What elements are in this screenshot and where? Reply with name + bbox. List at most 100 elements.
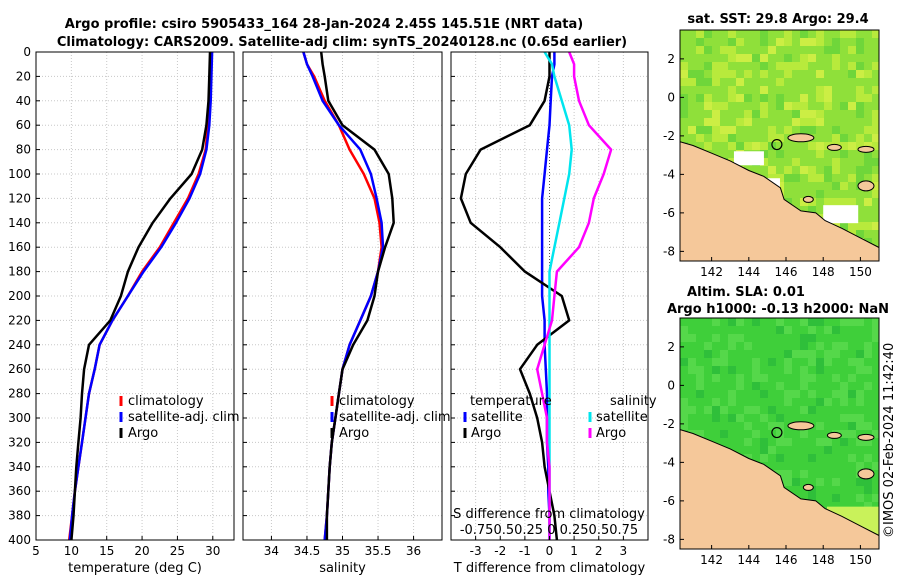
map-cell: [856, 70, 864, 78]
map-cell: [800, 110, 808, 118]
map-cell: [760, 390, 768, 398]
map-x-tick-label: 150: [849, 265, 872, 279]
map-cell: [712, 358, 720, 366]
map-cell: [696, 46, 704, 54]
map-cell: [736, 334, 744, 342]
sst-title: sat. SST: 29.8 Argo: 29.4: [687, 12, 868, 27]
x-axis-label: temperature (deg C): [68, 561, 202, 576]
map-cell: [744, 94, 752, 102]
map-cell: [792, 478, 800, 486]
map-cell: [848, 46, 856, 54]
y-tick-label: 100: [8, 167, 31, 181]
map-cell: [776, 470, 784, 478]
map-cell: [832, 494, 840, 502]
map-cell: [856, 94, 864, 102]
map-cell: [848, 430, 856, 438]
map-cell: [712, 102, 720, 110]
map-cell: [840, 390, 848, 398]
map-cell: [792, 102, 800, 110]
map-cell: [776, 78, 784, 86]
map-cell: [712, 318, 720, 326]
map-cell: [680, 110, 688, 118]
map-cell: [840, 430, 848, 438]
land-new-guinea: [680, 429, 879, 549]
map-cell: [816, 366, 824, 374]
map-cell: [856, 366, 864, 374]
map-cell: [856, 222, 864, 230]
map-cell: [816, 318, 824, 326]
map-cell: [776, 422, 784, 430]
map-cell: [792, 174, 800, 182]
y-tick-label: 80: [16, 143, 31, 157]
map-cell: [800, 350, 808, 358]
map-cell: [816, 86, 824, 94]
map-cell: [728, 126, 736, 134]
cloud-gap: [823, 205, 859, 224]
map-cell: [792, 62, 800, 70]
map-cell: [832, 46, 840, 54]
map-cell: [728, 414, 736, 422]
legend-satellite-label: satellite-adj. clim: [128, 410, 240, 425]
map-frame: [679, 317, 880, 550]
map-cell: [856, 102, 864, 110]
map-cell: [744, 118, 752, 126]
map-cell: [872, 334, 879, 342]
map-cell: [712, 414, 720, 422]
map-cell: [840, 134, 848, 142]
map-cell: [736, 374, 744, 382]
map-cell: [784, 358, 792, 366]
map-cell: [800, 334, 808, 342]
map-cell: [680, 422, 688, 430]
map-cell: [768, 174, 776, 182]
map-cell: [760, 94, 768, 102]
map-cell: [832, 182, 840, 190]
map-cell: [848, 374, 856, 382]
map-cell: [760, 110, 768, 118]
map-cell: [864, 438, 872, 446]
map-cell: [776, 94, 784, 102]
map-cell: [848, 422, 856, 430]
map-cell: [832, 126, 840, 134]
map-y-tick-label: 0: [667, 378, 675, 392]
map-cell: [808, 142, 816, 150]
map-cell: [832, 134, 840, 142]
map-cell: [712, 78, 720, 86]
map-y-tick-label: -8: [663, 532, 675, 546]
map-cell: [864, 454, 872, 462]
temperature-legend: climatology satellite-adj. clim Argo: [119, 394, 240, 441]
argo-position-marker: [771, 426, 783, 439]
map-cell: [856, 390, 864, 398]
map-cell: [696, 382, 704, 390]
map-cell: [800, 54, 808, 62]
map-cell: [744, 422, 752, 430]
map-cell: [840, 198, 848, 206]
map-cell: [792, 158, 800, 166]
map-y-tick-label: -4: [663, 455, 675, 469]
map-cell: [856, 350, 864, 358]
map-cell: [840, 142, 848, 150]
map-cell: [856, 478, 864, 486]
map-cell: [824, 166, 832, 174]
x-tick-label: 5: [32, 544, 40, 558]
map-cell: [816, 174, 824, 182]
map-x-tick-label: 146: [775, 553, 798, 567]
map-cell: [752, 374, 760, 382]
map-cell: [784, 350, 792, 358]
map-cell: [680, 334, 688, 342]
map-cell: [848, 358, 856, 366]
island: [826, 143, 842, 151]
map-cell: [800, 126, 808, 134]
map-cell: [872, 174, 879, 182]
map-cell: [688, 126, 696, 134]
map-cell: [680, 398, 688, 406]
map-cell: [856, 86, 864, 94]
map-cell: [784, 174, 792, 182]
map-cell: [760, 70, 768, 78]
map-cell: [776, 438, 784, 446]
map-content: [680, 30, 879, 261]
map-cell: [864, 158, 872, 166]
map-cell: [840, 102, 848, 110]
map-y-tick-label: 2: [667, 52, 675, 66]
map-cell: [704, 142, 712, 150]
map-cell: [864, 478, 872, 486]
